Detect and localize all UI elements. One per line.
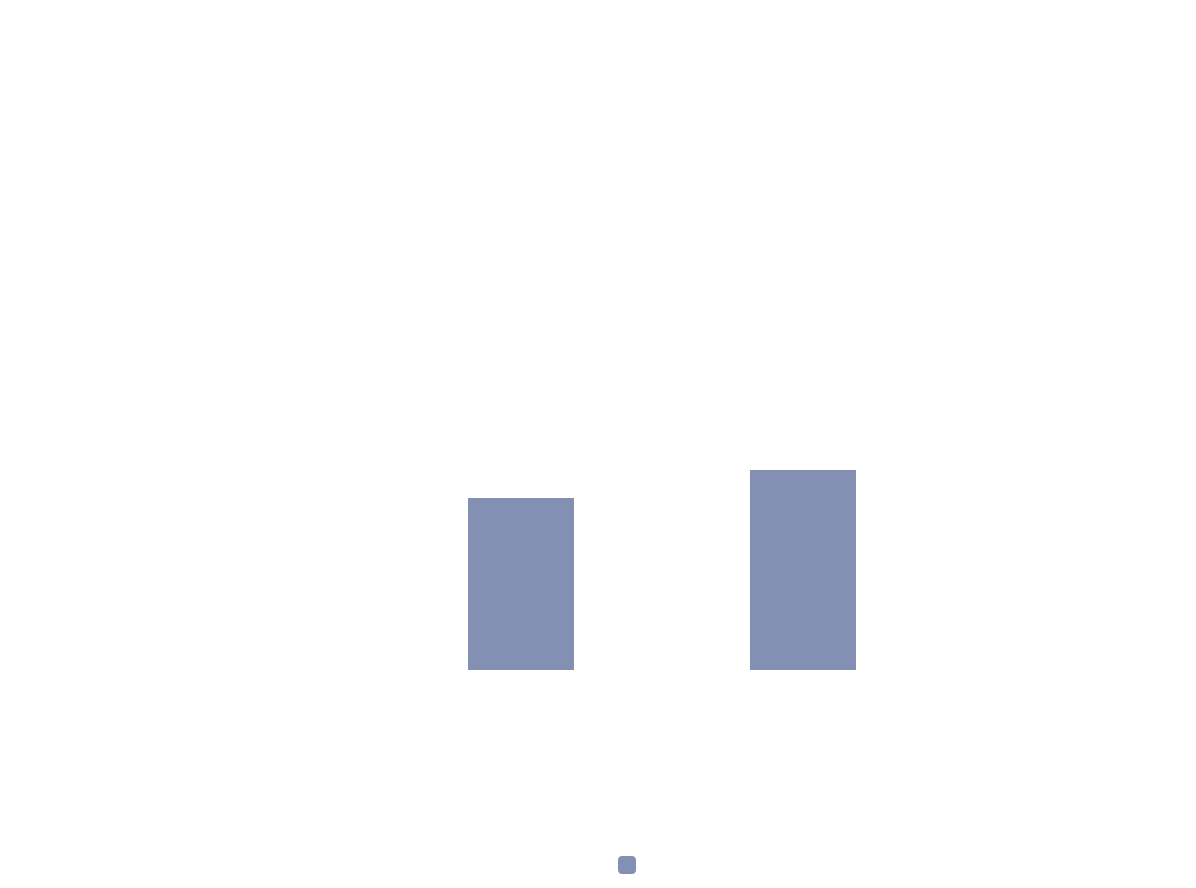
legend-marker	[618, 856, 636, 874]
bar-2	[750, 470, 856, 670]
bars-group	[468, 470, 856, 670]
bar-1	[468, 498, 574, 670]
